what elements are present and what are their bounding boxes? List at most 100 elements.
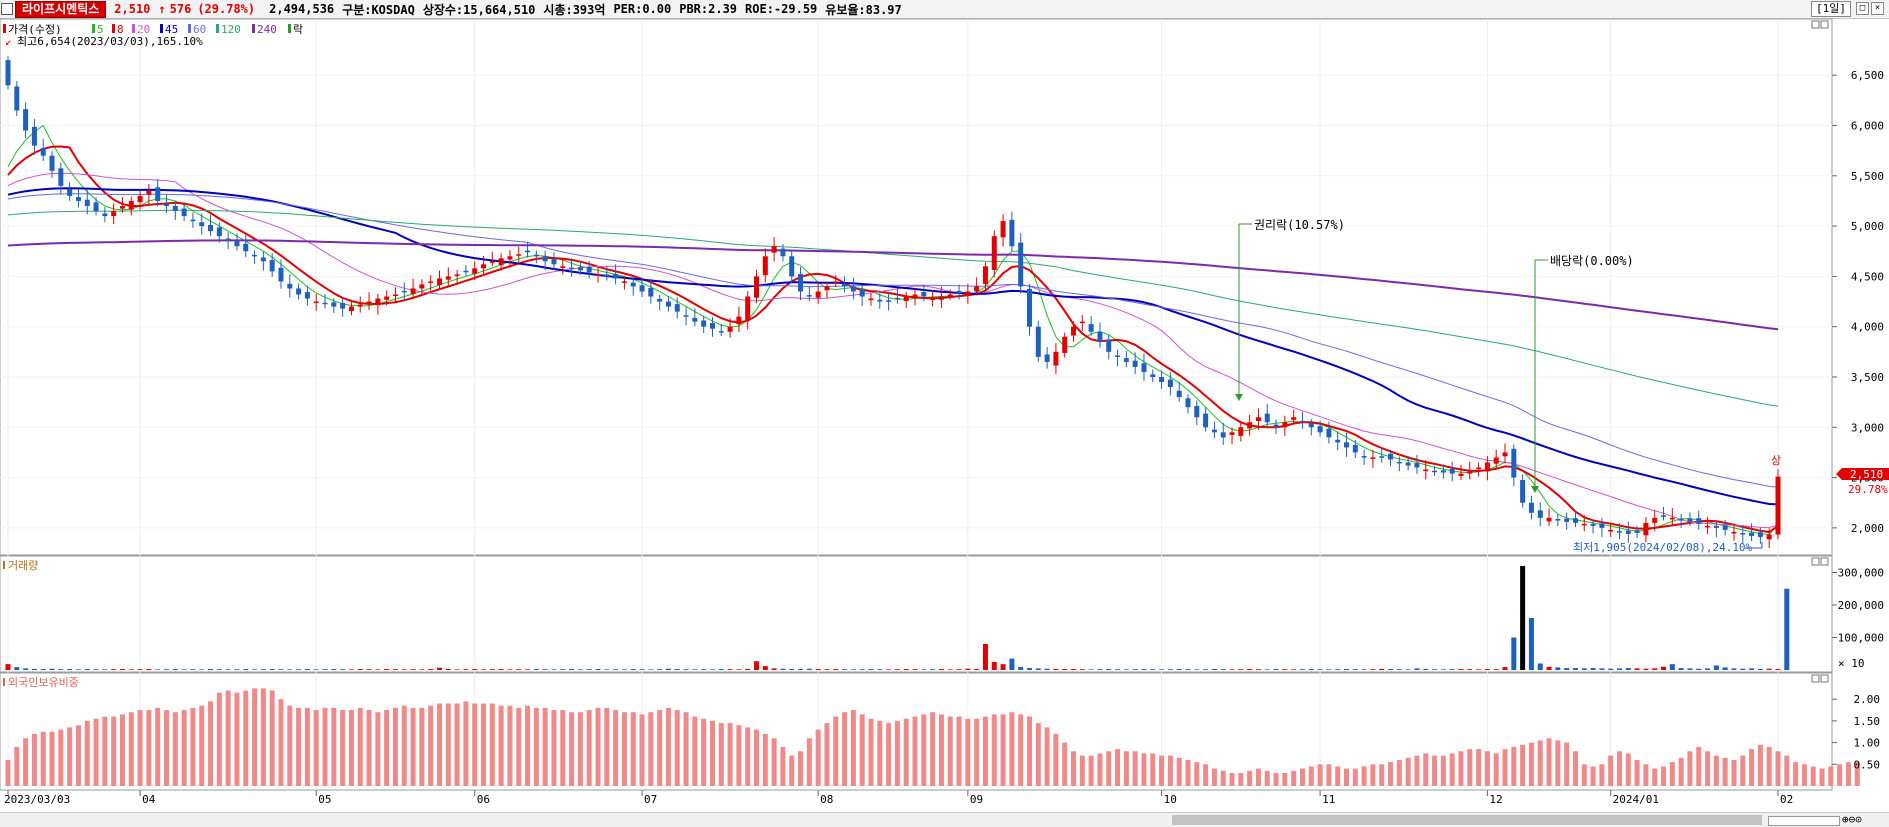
maximize-icon[interactable]: □ — [1856, 2, 1869, 15]
period-selector[interactable]: [1일] — [1811, 1, 1851, 17]
volume-bar — [1678, 668, 1684, 670]
candle-body — [1053, 351, 1059, 366]
date-tick-label: 2024/01 — [1613, 793, 1659, 806]
foreign-ratio-bar — [1599, 764, 1605, 786]
foreign-ratio-bar — [789, 755, 795, 786]
foreign-ratio-bar — [1167, 755, 1173, 786]
volume-bar — [1669, 664, 1675, 670]
legend-price-label: 가격(수정) — [8, 23, 62, 36]
candle-body — [445, 276, 451, 280]
volume-bar — [322, 669, 328, 670]
legend-ma-5: 5 — [97, 23, 104, 36]
candle-body — [340, 302, 346, 309]
candle-body — [982, 266, 988, 285]
volume-bar — [991, 661, 997, 670]
volume-bar — [648, 669, 654, 670]
panel-maximize-icon[interactable] — [1811, 20, 1820, 29]
price-change-pct: (29.78%) — [197, 2, 256, 16]
candle-body — [903, 296, 909, 301]
volume-bar — [736, 669, 742, 670]
foreign-ratio-bar — [1608, 755, 1614, 786]
candle-body — [190, 219, 196, 222]
volume-bar — [296, 669, 302, 670]
volume-bar — [815, 669, 821, 670]
volume-bar — [604, 669, 610, 670]
candle-body — [507, 256, 513, 260]
volume-bar — [128, 669, 134, 670]
volume-bar — [463, 669, 469, 670]
foreign-ratio-bar — [1537, 740, 1543, 786]
volume-bar — [1132, 669, 1138, 670]
panel-maximize-icon[interactable] — [1811, 674, 1820, 683]
candle-body — [1511, 448, 1517, 478]
checkbox-icon[interactable] — [1, 3, 13, 15]
candle-body — [692, 317, 698, 322]
panel-close-icon[interactable] — [1820, 674, 1829, 683]
volume-bar — [525, 669, 531, 670]
foreign-ratio-bar — [1766, 746, 1772, 786]
volume-bar — [1123, 669, 1129, 670]
candle-body — [1211, 429, 1217, 433]
foreign-ratio-bar — [1652, 768, 1658, 786]
foreign-ratio-bar — [172, 712, 178, 786]
price-tick-label: 5,500 — [1851, 170, 1884, 183]
candle-body — [1432, 470, 1438, 473]
foreign-ratio-bar — [1696, 746, 1702, 786]
foreign-ratio-bar — [1079, 755, 1085, 786]
volume-bar — [419, 669, 425, 670]
candle-body — [1757, 532, 1763, 537]
foreign-ratio-bar — [137, 710, 143, 786]
zoom-reset-icon[interactable]: ⊙ — [1855, 813, 1862, 826]
pbr-value: PBR:2.39 — [679, 2, 738, 16]
volume-bar — [1581, 668, 1587, 670]
volume-bar — [1546, 666, 1552, 670]
foreign-ratio-bar — [1018, 714, 1024, 786]
candle-body — [613, 273, 619, 279]
volume-bar — [401, 669, 407, 670]
candle-body — [525, 250, 531, 253]
foreign-ratio-bar — [287, 705, 293, 786]
candle-body — [894, 297, 900, 300]
foreign-ratio-bar — [313, 710, 319, 786]
foreign-ratio-bar — [340, 710, 346, 786]
foreign-ratio-bar — [1828, 766, 1834, 786]
legend-ma-45: 45 — [165, 23, 178, 36]
foreign-ratio-bar — [824, 723, 830, 786]
volume-bar — [1599, 668, 1605, 670]
foreign-ratio-bar — [551, 710, 557, 786]
candle-body — [269, 260, 275, 272]
candle-body — [762, 256, 768, 276]
scrollbar-thumb[interactable] — [1172, 815, 1762, 825]
foreign-ratio-bar — [58, 729, 64, 786]
volume-bar — [630, 669, 636, 670]
limit-up-label: 상 — [1771, 454, 1781, 467]
price-tick-label: 4,000 — [1851, 321, 1884, 334]
chart-scrollbar[interactable] — [1172, 815, 1762, 825]
foreign-ratio-bar — [1344, 768, 1350, 786]
volume-bar — [375, 669, 381, 670]
zoom-in-icon[interactable]: ⊕ — [1842, 813, 1849, 826]
candle-body — [1423, 469, 1429, 472]
candle-body — [1018, 242, 1024, 287]
panel-close-icon[interactable] — [1820, 20, 1829, 29]
candle-body — [947, 294, 953, 297]
stock-name[interactable]: 라이프시멘틱스 — [15, 0, 107, 18]
foreign-ratio-bar — [1370, 764, 1376, 786]
candle-body — [58, 168, 64, 186]
panel-close-icon[interactable] — [1820, 557, 1829, 566]
volume-bar — [1661, 666, 1667, 670]
zoom-icons[interactable]: ⊕⊖⊙ — [1842, 813, 1862, 826]
volume-multiplier: × 10 — [1838, 657, 1865, 670]
zoom-out-icon[interactable]: ⊖ — [1848, 813, 1856, 826]
volume-bar — [119, 669, 125, 670]
volume-bar — [1396, 669, 1402, 670]
panel-maximize-icon[interactable] — [1811, 557, 1820, 566]
candle-body — [1440, 470, 1446, 473]
close-icon[interactable]: × — [1871, 2, 1884, 15]
foreign-ratio-bar — [1106, 751, 1112, 786]
candle-body — [278, 267, 284, 282]
volume-bar — [1572, 668, 1578, 670]
zoom-slider[interactable] — [1768, 816, 1840, 826]
reserve-ratio: 유보율:83.97 — [825, 2, 902, 17]
high-annotation: ↙ 최고6,654(2023/03/03),165.10% — [5, 35, 203, 48]
